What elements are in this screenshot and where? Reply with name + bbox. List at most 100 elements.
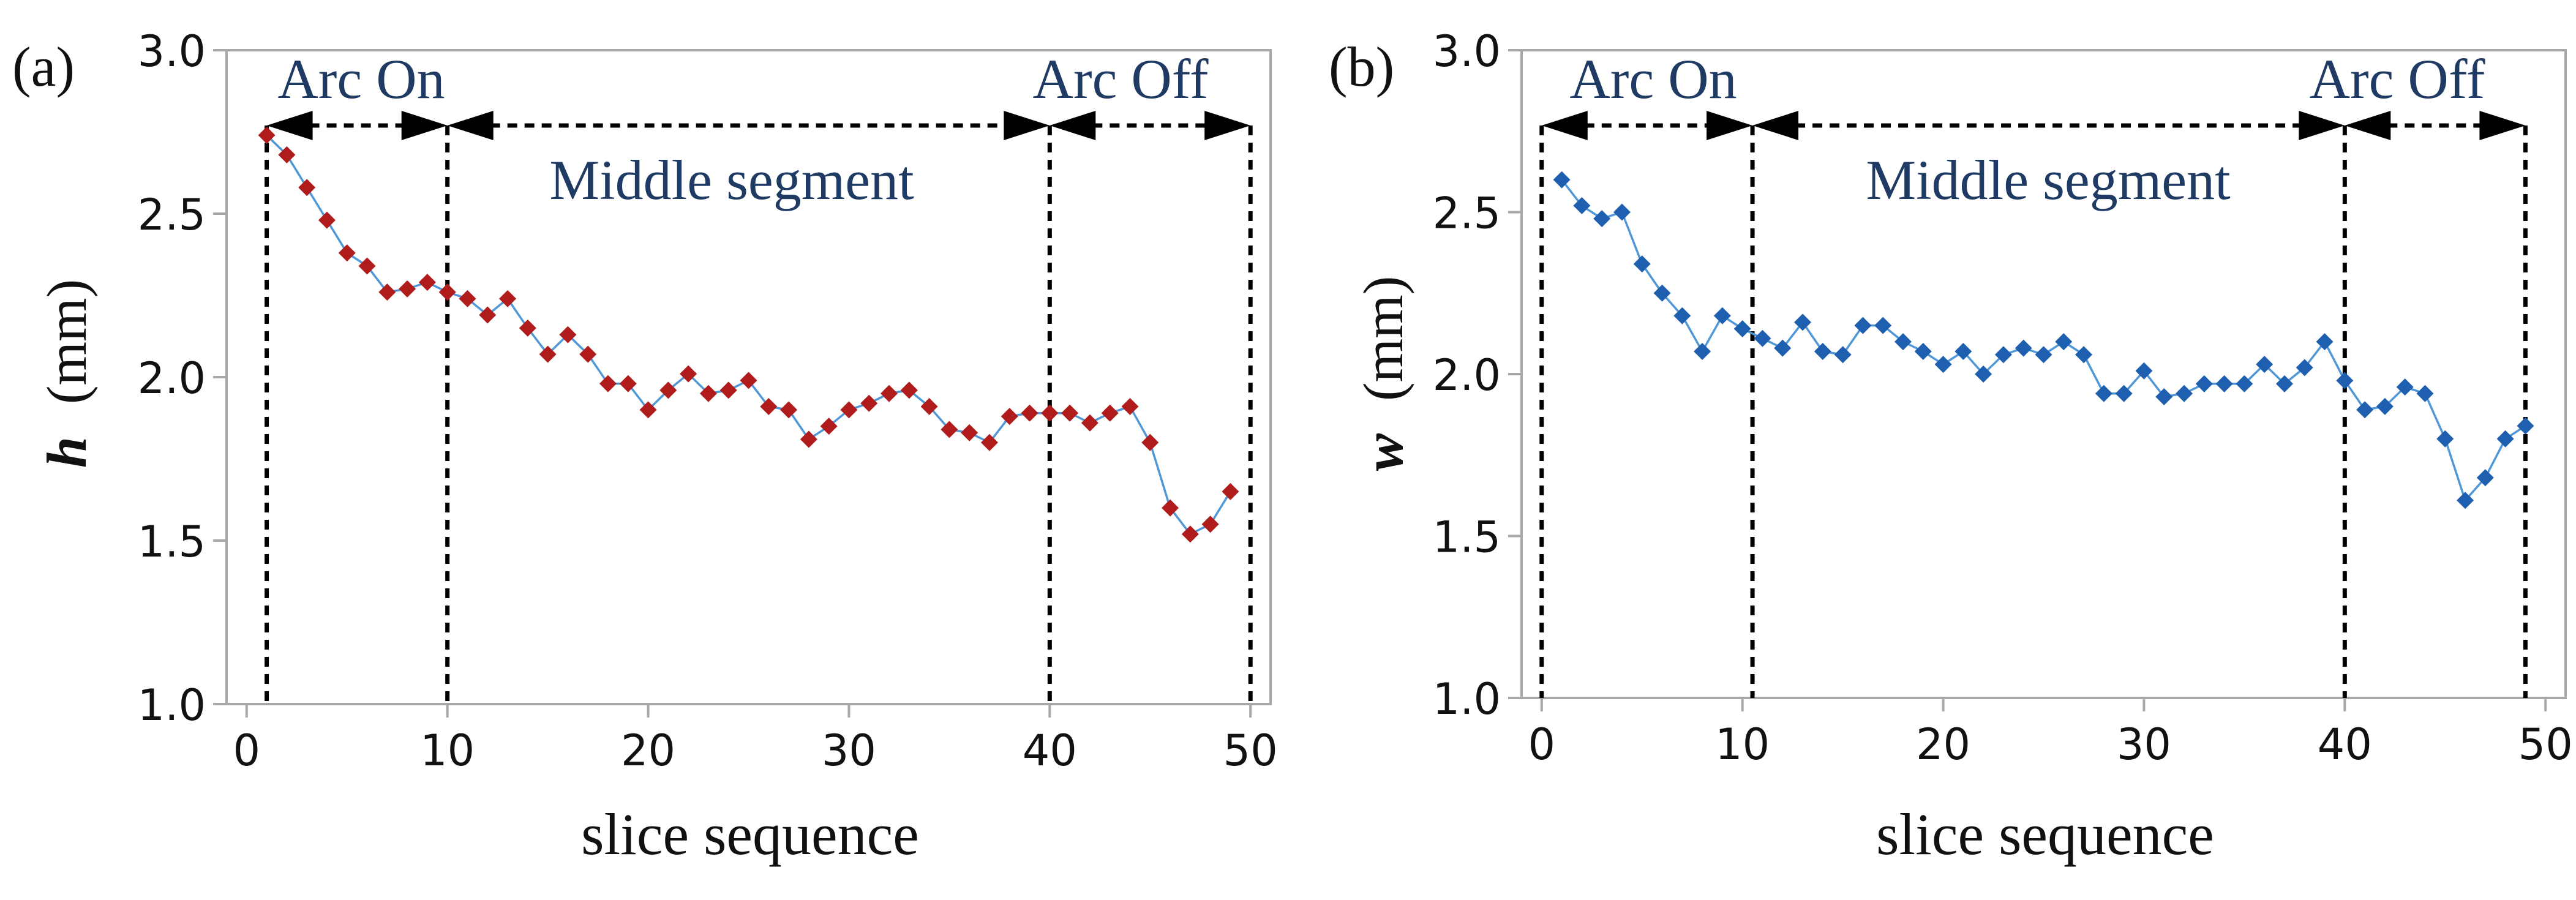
panel-b-data-point (2296, 359, 2313, 377)
panel-a-data-point (1101, 404, 1119, 422)
panel-b-data-point (2215, 375, 2233, 392)
panel-a-xtick-label: 10 (420, 726, 475, 776)
panel-b-data-point (1633, 255, 1651, 273)
panel-b-data-point (1553, 171, 1571, 189)
panel-b-xtick-label: 40 (2318, 719, 2372, 770)
panel-a-ticks: 1.0 1.5 2.0 2.5 3.0 0 10 20 30 40 50 (138, 26, 1278, 776)
panel-a-data-point (699, 384, 717, 402)
panel-b-data-point (1694, 342, 1711, 360)
svg-text:h (mm): h (mm) (36, 279, 98, 468)
panel-a-data-point (318, 211, 336, 229)
panel-a-data-point (719, 381, 737, 399)
panel-a-data-point (338, 244, 356, 262)
panel-a-data-point (459, 290, 476, 307)
panel-b-segment-arrow-head-right (2299, 111, 2345, 140)
panel-a-data-point (860, 394, 878, 412)
panel-a-xtick-label: 0 (233, 726, 261, 776)
panel-b-data-point (2115, 384, 2133, 402)
panel-a-data-point (539, 345, 557, 363)
panel-a-data-point (1121, 398, 1139, 416)
panel-a-data-point (1041, 404, 1059, 422)
panel-b-ticks: 1.0 1.5 2.0 2.5 3.0 0 10 20 30 40 50 (1433, 26, 2573, 770)
panel-b-ytick-label: 3.0 (1433, 26, 1501, 77)
panel-b-series-line (1561, 179, 2526, 503)
panel-b-data-point (1673, 307, 1691, 324)
panel-b-ytick-label: 1.5 (1433, 512, 1501, 563)
panel-b-xtick-label: 0 (1528, 719, 1556, 770)
panel-b-data-point (2517, 417, 2534, 435)
panel-a-data-point (579, 345, 597, 363)
panel-b-ytick-label: 2.5 (1433, 189, 1501, 239)
panel-b: (b) w (mm) 1.0 1.5 2.0 2.5 3.0 0 10 20 30 40 50 Ar… (1329, 26, 2573, 867)
panel-b-arc-off-label: Arc Off (2310, 48, 2485, 110)
panel-a-arc-on-label: Arc On (277, 48, 445, 110)
panel-b-data-point (1593, 210, 1611, 228)
panel-a-data-point (900, 381, 918, 399)
panel-b-data-point (2496, 430, 2514, 448)
panel-a-ylabel-unit: (mm) (36, 279, 98, 404)
panel-b-data-point (2155, 388, 2173, 406)
panel-a-data-point (680, 365, 697, 383)
panel-b-data-point (2336, 372, 2354, 389)
panel-a-data-point (980, 433, 998, 451)
panel-b-data-point (1754, 329, 1771, 347)
panel-a-data-point (780, 401, 798, 419)
panel-a-xtick-label: 20 (621, 726, 675, 776)
panel-b-segment-arrow-head-right (2479, 111, 2526, 140)
panel-b-data-point (1814, 342, 1831, 360)
panel-a-ytick-label: 2.0 (138, 353, 206, 403)
panel-a-segment-arrow-head-left (1050, 111, 1096, 140)
panel-b-data-point (2356, 401, 2374, 419)
panel-a-data-point (399, 280, 416, 298)
panel-a-data-point (941, 421, 958, 438)
panel-b-ytick-label: 1.0 (1433, 674, 1501, 724)
panel-a-data-point (519, 319, 536, 337)
panel-a-ytick-label: 3.0 (138, 26, 206, 77)
panel-b-arc-on-label: Arc On (1569, 48, 1737, 110)
panel-a-data-point (659, 381, 677, 399)
panel-b-data-point (1653, 284, 1671, 302)
panel-a-plot-frame (225, 49, 1272, 705)
panel-a-data-point (1162, 499, 1179, 517)
panel-b-data-point (1914, 342, 1932, 360)
panel-b-data-point (1854, 317, 1872, 334)
panel-b-ylabel-unit: (mm) (1352, 276, 1414, 401)
panel-b-data-point (2075, 346, 2093, 364)
panel-a-data-point (599, 375, 617, 392)
panel-b-ylabel: w (mm) (1352, 276, 1414, 471)
panel-b-segment-arrow-head-left (2345, 111, 2391, 140)
panel-a-data-point (1001, 408, 1018, 426)
panel-a-data-point (1201, 516, 1219, 533)
panel-b-data-point (1955, 342, 1972, 360)
panel-b-data-point (1874, 317, 1892, 334)
panel-a: (a) h (mm) 1.0 1.5 2.0 2.5 3.0 0 10 20 30 40 50 Ar… (12, 26, 1278, 867)
panel-a-data-point (920, 398, 938, 416)
panel-b-segment-arrow-head-left (1752, 111, 1799, 140)
panel-b-series (1553, 171, 2534, 509)
panel-b-segment-arrow-head-left (1541, 111, 1588, 140)
panel-b-xtick-label: 30 (2117, 719, 2171, 770)
panel-a-series (258, 126, 1239, 543)
panel-b-data-point (2476, 469, 2494, 487)
panel-b-data-point (2035, 346, 2052, 364)
panel-b-label: (b) (1329, 36, 1394, 98)
panel-a-middle-segment-label: Middle segment (549, 149, 914, 211)
panel-a-xtick-label: 50 (1223, 726, 1278, 776)
panel-a-data-point (418, 274, 436, 291)
panel-a-arc-off-label: Arc Off (1033, 48, 1209, 110)
panel-a-data-point (1081, 414, 1098, 432)
panel-a-ytick-label: 1.5 (138, 517, 206, 567)
panel-b-annotations (1539, 111, 2528, 698)
panel-b-data-point (2275, 375, 2293, 392)
panel-b-data-point (1894, 333, 1912, 351)
panel-b-data-point (2176, 384, 2193, 402)
panel-b-segment-arrow-head-right (1707, 111, 1753, 140)
panel-b-middle-segment-label: Middle segment (1866, 149, 2231, 211)
panel-b-xtick-label: 20 (1916, 719, 1970, 770)
panel-b-data-point (2195, 375, 2213, 392)
panel-a-xtick-label: 30 (822, 726, 876, 776)
panel-a-data-point (639, 401, 657, 419)
panel-b-xlabel: slice sequence (1876, 801, 2214, 867)
panel-a-data-point (881, 384, 898, 402)
